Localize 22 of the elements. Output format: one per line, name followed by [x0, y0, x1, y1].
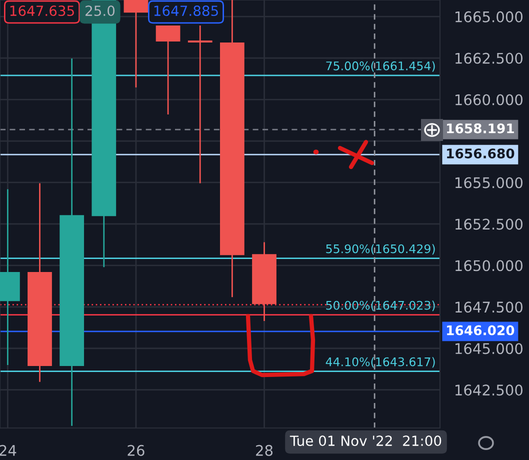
annotation: 25.0 [86, 6, 115, 16]
annotation: 50.00%(1647.023) [326, 300, 435, 312]
annotation: 1647.885 [154, 6, 218, 16]
annotation: 1647.635 [10, 6, 74, 16]
text: Tue 01 Nov '22 21:00 [290, 436, 442, 446]
annotation: 44.10%(1643.617) [326, 357, 435, 368]
y-tick-label: 1662.500 [455, 52, 523, 64]
y-tick-label: 1650.000 [455, 260, 523, 272]
x-tick-label: 28 [256, 444, 273, 456]
candlestick [188, 24, 212, 184]
y-tick-label: 1660.000 [455, 94, 523, 106]
ref-line-label: 1656.680 [447, 148, 514, 158]
y-tick-label: 1647.500 [455, 302, 523, 313]
x-tick-label: 26 [128, 444, 144, 456]
annotation: 75.00%(1661.454) [326, 61, 435, 72]
y-tick-label: 1645.000 [455, 343, 523, 354]
y-tick-label: 1655.000 [455, 177, 523, 188]
y-tick-label: 1642.500 [455, 384, 523, 396]
y-tick-label: 1665.000 [455, 11, 523, 22]
ref-line-label: 1646.020 [447, 325, 514, 336]
ref-line-label: 1658.191 [447, 123, 514, 134]
y-tick-label: 1652.500 [455, 218, 523, 230]
